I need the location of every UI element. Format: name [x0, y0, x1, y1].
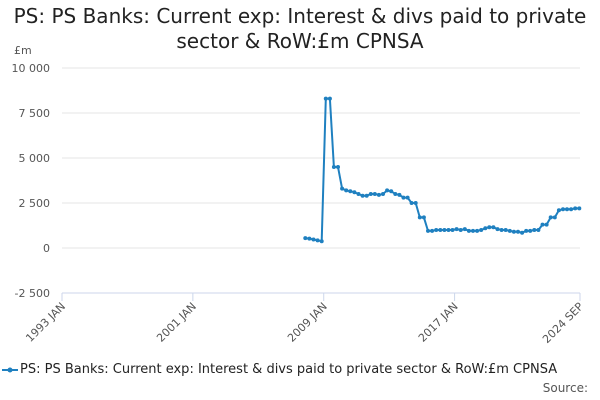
chart-title: PS: PS Banks: Current exp: Interest & di… — [13, 4, 587, 53]
x-tick-label: 2024 SEP — [540, 300, 586, 346]
data-point[interactable] — [536, 228, 541, 232]
data-point[interactable] — [466, 228, 471, 233]
x-tick-label: 2001 JAN — [154, 300, 199, 345]
data-point[interactable] — [483, 226, 488, 231]
data-point[interactable] — [364, 193, 369, 198]
x-tick-label: 2009 JAN — [285, 300, 330, 345]
data-point[interactable] — [344, 188, 349, 193]
data-point[interactable] — [487, 225, 492, 230]
data-point[interactable] — [520, 230, 525, 235]
series-line — [305, 97, 580, 243]
data-point[interactable] — [340, 186, 345, 191]
gridlines — [62, 67, 580, 294]
data-point[interactable] — [495, 227, 500, 232]
data-point[interactable] — [450, 228, 455, 232]
data-point[interactable] — [307, 236, 312, 241]
y-tick-label: -2 500 — [15, 287, 50, 300]
data-point[interactable] — [471, 228, 475, 233]
y-tick-label: 5 000 — [19, 152, 51, 165]
y-axis-ticks: 10 000 7 500 5 000 2 500 0 -2 500 — [12, 62, 51, 300]
data-point[interactable] — [315, 238, 320, 243]
y-tick-label: 0 — [43, 242, 50, 255]
series-points — [303, 96, 582, 244]
data-point[interactable] — [503, 228, 508, 232]
legend-marker-icon — [2, 367, 18, 373]
y-tick-label: 10 000 — [12, 62, 51, 75]
data-point[interactable] — [458, 228, 463, 232]
data-point[interactable] — [462, 227, 467, 232]
x-axis-ticks: 1993 JAN 2001 JAN 2009 JAN 2017 JAN 2024 SEP — [23, 293, 586, 346]
data-point[interactable] — [446, 228, 451, 232]
data-point[interactable] — [552, 215, 557, 220]
data-point[interactable] — [421, 215, 426, 220]
data-point[interactable] — [368, 192, 373, 196]
data-point[interactable] — [479, 228, 484, 232]
data-point[interactable] — [430, 228, 435, 233]
data-point[interactable] — [524, 228, 529, 233]
data-point[interactable] — [393, 192, 398, 196]
legend-series-label: PS: PS Banks: Current exp: Interest & di… — [20, 362, 558, 377]
data-point[interactable] — [573, 206, 578, 211]
data-point[interactable] — [565, 207, 569, 212]
source-label: Source: — [542, 381, 588, 395]
data-point[interactable] — [491, 225, 496, 230]
data-point[interactable] — [516, 229, 520, 234]
y-tick-label: 7 500 — [19, 107, 51, 120]
data-point[interactable] — [356, 192, 361, 196]
y-tick-label: 2 500 — [19, 197, 51, 210]
data-point[interactable] — [381, 192, 385, 196]
data-point[interactable] — [413, 201, 418, 205]
y-axis-unit-label: £m — [14, 44, 32, 57]
data-point[interactable] — [401, 195, 406, 200]
data-point[interactable] — [569, 207, 574, 212]
data-point[interactable] — [544, 222, 549, 227]
data-point[interactable] — [405, 195, 410, 200]
data-point[interactable] — [426, 228, 430, 233]
data-point[interactable] — [438, 228, 443, 232]
data-point[interactable] — [327, 96, 332, 101]
data-point[interactable] — [311, 237, 316, 242]
data-point[interactable] — [303, 236, 308, 241]
data-point[interactable] — [352, 190, 357, 195]
data-point[interactable] — [540, 222, 545, 227]
data-point[interactable] — [372, 192, 377, 196]
data-point[interactable] — [442, 228, 447, 232]
data-point[interactable] — [499, 228, 504, 232]
data-point[interactable] — [348, 189, 353, 194]
data-point[interactable] — [556, 208, 561, 213]
data-point[interactable] — [507, 228, 512, 233]
data-point[interactable] — [360, 193, 365, 198]
data-point[interactable] — [397, 192, 402, 197]
data-point[interactable] — [319, 239, 324, 244]
data-point[interactable] — [331, 165, 336, 169]
data-point[interactable] — [336, 165, 340, 169]
line-chart: 10 000 7 500 5 000 2 500 0 -2 500 1993 JAN 200… — [12, 62, 587, 346]
data-point[interactable] — [548, 215, 553, 220]
data-point[interactable] — [376, 192, 381, 197]
data-point[interactable] — [561, 207, 565, 212]
x-tick-label: 1993 JAN — [23, 300, 68, 345]
x-tick-label: 2017 JAN — [416, 300, 461, 345]
data-point[interactable] — [532, 228, 537, 232]
data-point[interactable] — [323, 96, 328, 101]
data-point[interactable] — [434, 228, 439, 232]
data-point[interactable] — [577, 206, 582, 211]
data-point[interactable] — [417, 215, 422, 220]
data-point[interactable] — [389, 189, 394, 194]
data-point[interactable] — [409, 201, 414, 205]
data-point[interactable] — [475, 228, 480, 233]
data-point[interactable] — [454, 227, 459, 232]
data-point[interactable] — [528, 228, 533, 233]
data-point[interactable] — [385, 188, 390, 193]
legend[interactable]: PS: PS Banks: Current exp: Interest & di… — [0, 361, 600, 379]
data-point[interactable] — [511, 229, 516, 234]
